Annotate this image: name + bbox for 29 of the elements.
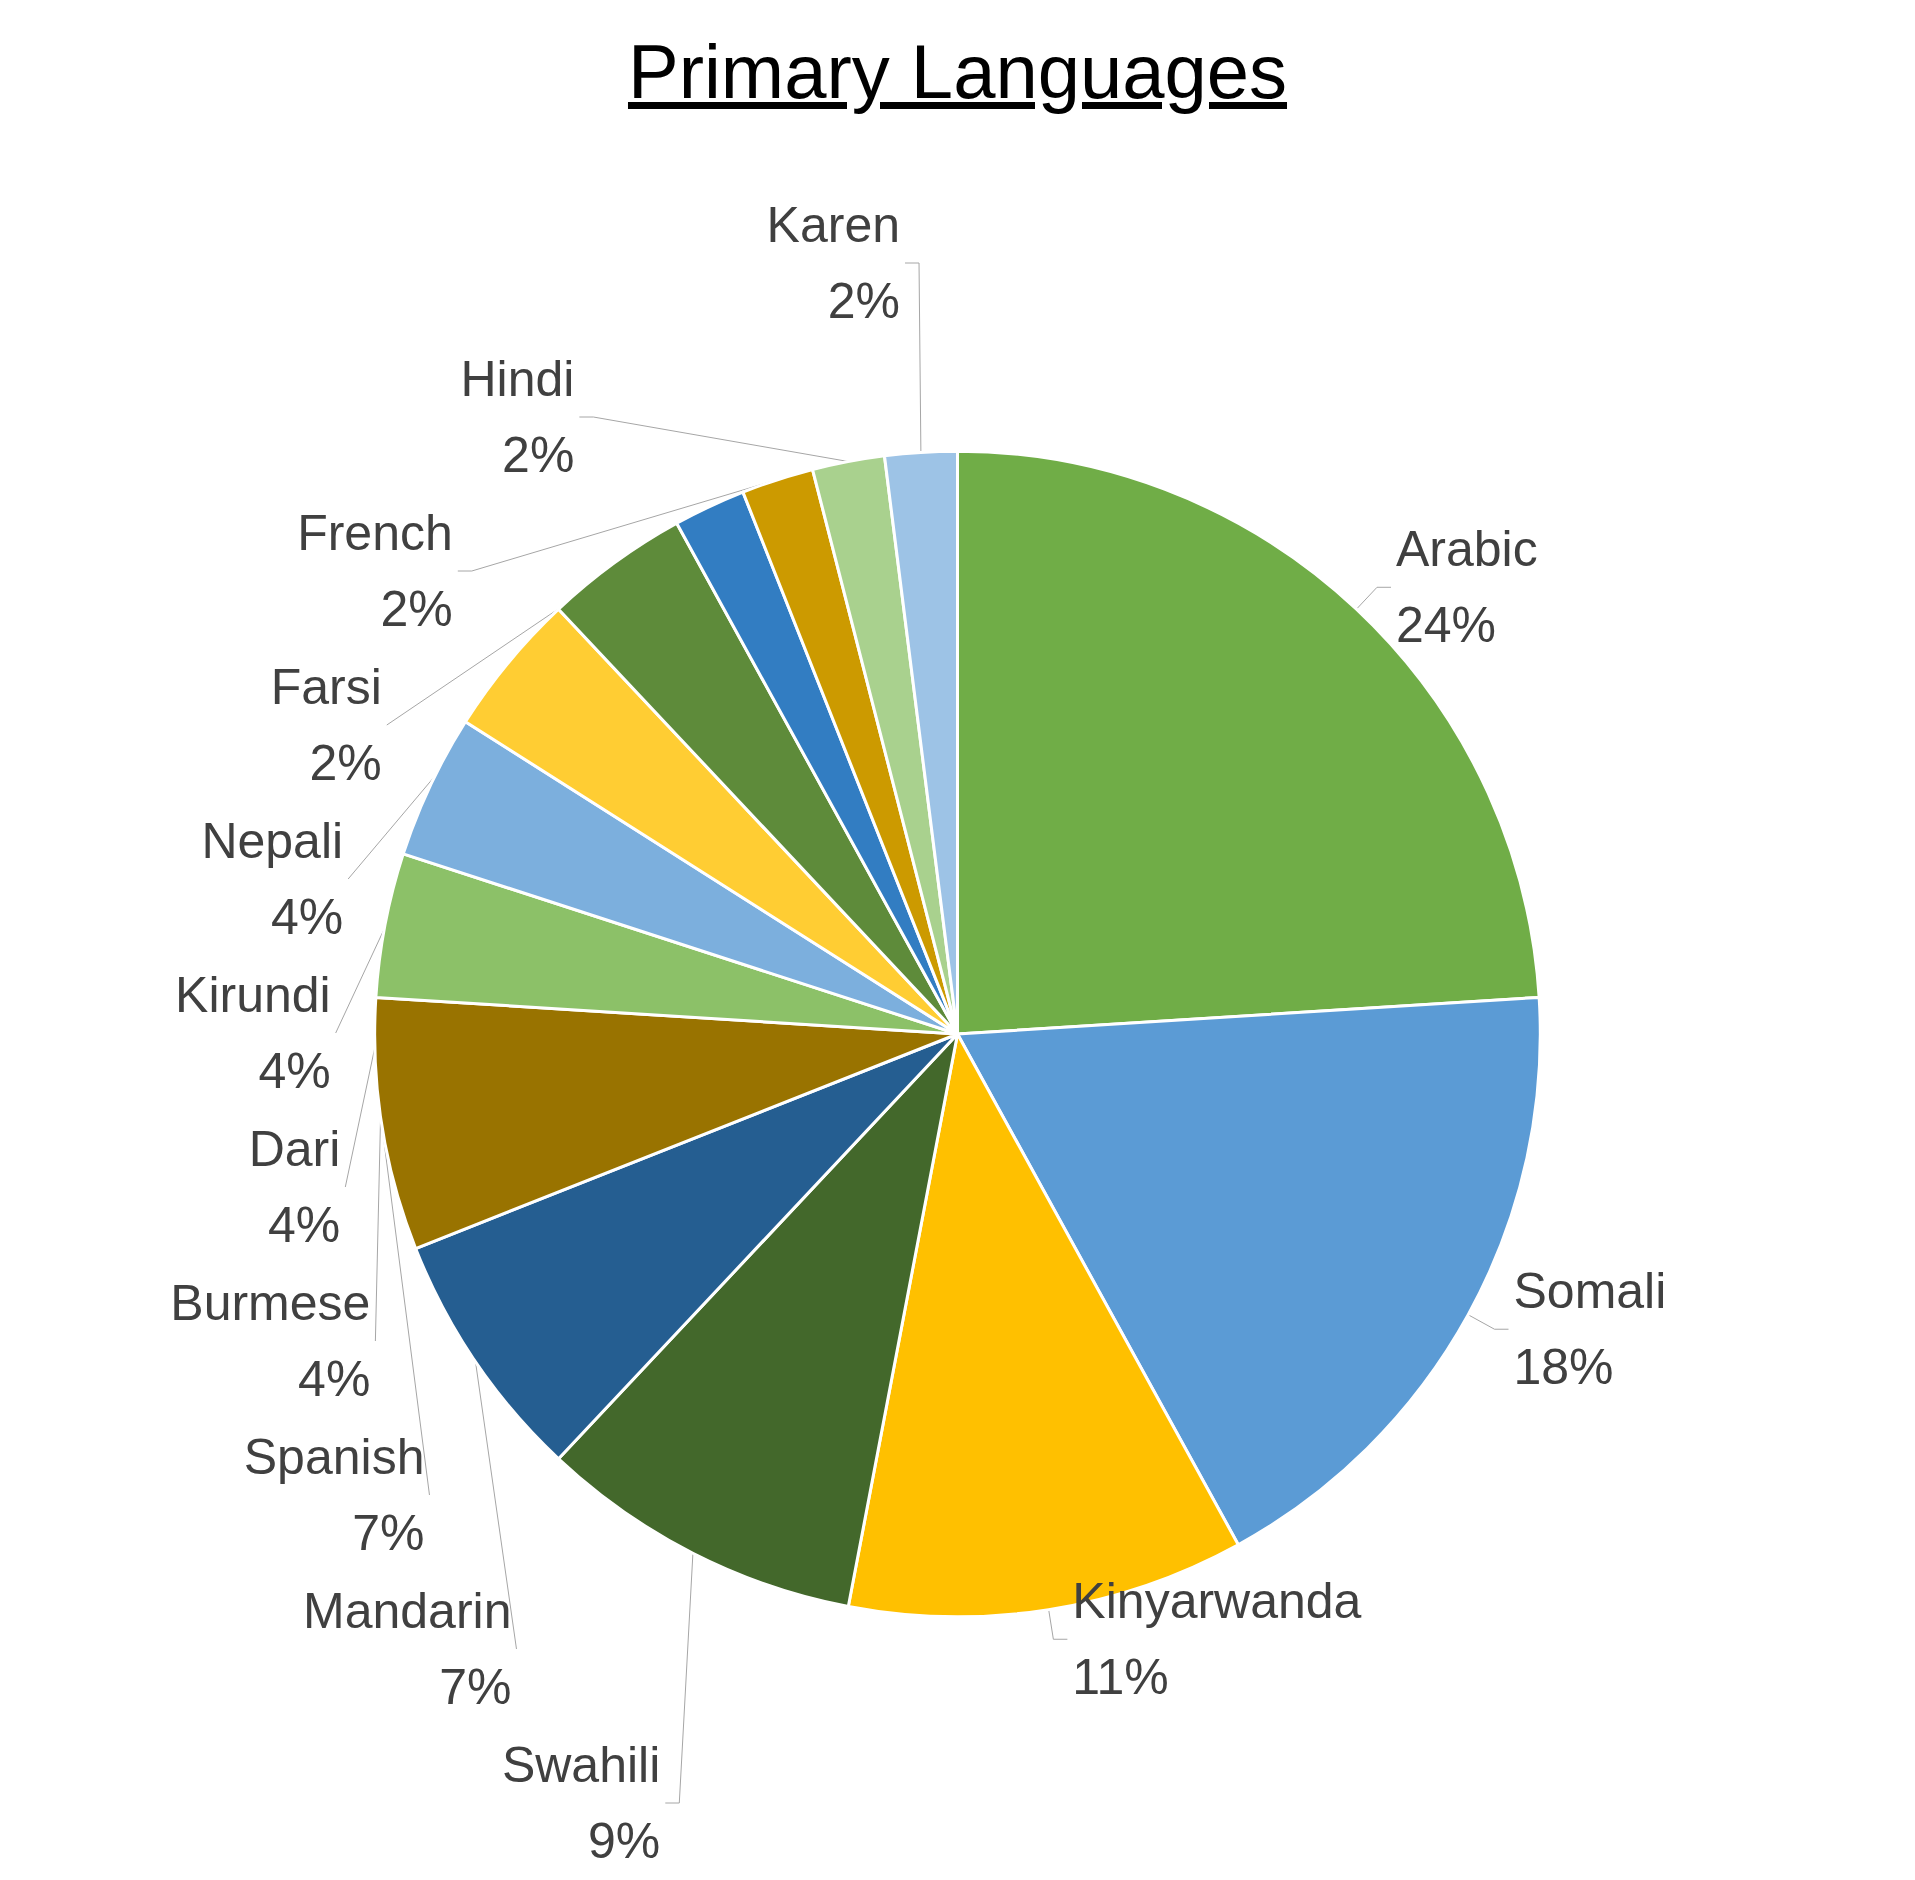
data-label: 7% bbox=[439, 1659, 512, 1715]
data-label: 2% bbox=[827, 273, 901, 329]
data-label: 2% bbox=[502, 427, 575, 483]
slice-label: Somali bbox=[1513, 1263, 1667, 1320]
slice-label: Swahili bbox=[501, 1737, 661, 1793]
slice-label: Mandarin bbox=[303, 1583, 512, 1639]
slice-label: Kinyarwanda bbox=[1072, 1573, 1362, 1630]
slice-label: French bbox=[297, 505, 453, 561]
data-label: 9% bbox=[588, 1813, 661, 1869]
slice-label: Arabic bbox=[1395, 521, 1538, 578]
slice-label: Nepali bbox=[201, 813, 344, 869]
slice-label: Dari bbox=[248, 1121, 341, 1177]
slice-label: Karen bbox=[766, 197, 901, 253]
data-label: 4% bbox=[298, 1351, 371, 1407]
data-label: 11% bbox=[1072, 1649, 1169, 1706]
data-label: 4% bbox=[258, 1043, 331, 1099]
data-label: 4% bbox=[270, 889, 344, 945]
data-label: 18% bbox=[1513, 1339, 1614, 1396]
data-label: 4% bbox=[268, 1197, 341, 1253]
data-label: 7% bbox=[352, 1505, 425, 1561]
data-label: 2% bbox=[309, 735, 382, 791]
data-label: 24% bbox=[1395, 597, 1497, 654]
slice-label: Hindi bbox=[460, 351, 575, 407]
slice-label: Farsi bbox=[270, 659, 382, 715]
data-label: 2% bbox=[380, 581, 453, 637]
slice-label: Kirundi bbox=[175, 967, 331, 1023]
slice-label: Burmese bbox=[170, 1275, 371, 1331]
slice-label: Spanish bbox=[243, 1429, 425, 1485]
chart-title: Primary Languages bbox=[627, 28, 1288, 115]
